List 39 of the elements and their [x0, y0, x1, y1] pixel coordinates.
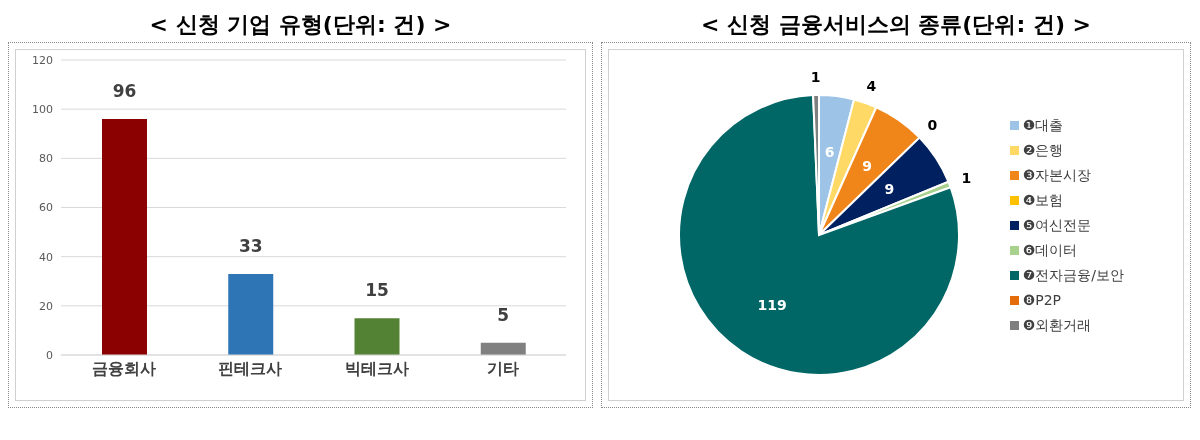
- y-tick-label: 100: [32, 103, 53, 117]
- y-tick-label: 80: [39, 152, 53, 166]
- text: 0: [927, 117, 938, 134]
- data-label: 1: [810, 69, 821, 86]
- y-tick-label: 0: [46, 348, 53, 362]
- legend-label: ❺여신전문: [1022, 216, 1092, 233]
- bar: [102, 119, 147, 355]
- data-label: 33: [238, 235, 263, 256]
- x-tick-label: 빅테크사: [344, 359, 409, 379]
- legend-label: ❹보험: [1022, 191, 1064, 208]
- y-tick-label: 20: [39, 299, 53, 313]
- bar: [354, 318, 400, 355]
- legend-label: ❼전자금융/보안: [1022, 266, 1124, 283]
- legend-label: ❻데이터: [1022, 241, 1078, 258]
- y-tick-label: 120: [32, 53, 53, 67]
- legend-label: ❶대출: [1022, 116, 1064, 133]
- x-tick-label: 핀테크사: [218, 359, 283, 379]
- data-label: 1: [961, 170, 972, 187]
- legend-label: ❷은행: [1022, 141, 1064, 158]
- bar: [228, 273, 274, 355]
- data-label: 4: [866, 77, 877, 94]
- x-tick-label: 기타: [486, 359, 519, 379]
- data-label: 96: [112, 81, 137, 101]
- data-label: 9: [862, 158, 873, 175]
- data-label: 119: [757, 296, 787, 313]
- data-label: 15: [365, 280, 389, 301]
- pie-slice: [678, 94, 960, 376]
- data-label: 9: [884, 180, 895, 197]
- legend-label: ❽P2P: [1022, 291, 1062, 308]
- y-tick-label: 60: [39, 201, 53, 215]
- data-label: 6: [824, 143, 835, 160]
- y-tick-label: 40: [39, 250, 53, 264]
- legend-label: ❸자본시장: [1022, 166, 1092, 183]
- chart-title: < 신청 기업 유형(단위: 건) >: [148, 11, 453, 39]
- bar: [480, 342, 526, 355]
- data-label: 5: [497, 304, 510, 325]
- chart-title: < 신청 금융서비스의 종류(단위: 건) >: [699, 11, 1093, 39]
- x-tick-label: 금융회사: [92, 359, 157, 379]
- legend-label: ❾외환거래: [1022, 316, 1092, 333]
